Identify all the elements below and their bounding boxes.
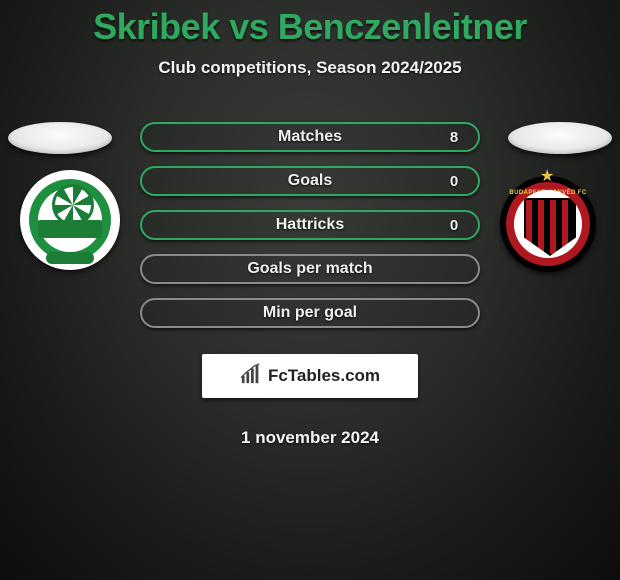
stat-label: Goals per match (190, 260, 430, 278)
brand-text: FcTables.com (268, 366, 380, 386)
subtitle: Club competitions, Season 2024/2025 (0, 58, 620, 78)
stat-label: Min per goal (190, 304, 430, 322)
date-text: 1 november 2024 (0, 428, 620, 448)
player-left-silhouette (8, 122, 112, 154)
comparison-card: Skribek vs Benczenleitner Club competiti… (0, 0, 620, 580)
club-crest-left: 2006 (20, 170, 120, 270)
stat-label: Hattricks (190, 216, 430, 234)
stat-right-value: 0 (430, 217, 478, 234)
club-crest-right: ★ BUDAPEST HONVÉD FC (500, 176, 600, 276)
page-title: Skribek vs Benczenleitner (0, 0, 620, 48)
stat-row: Matches 8 (140, 122, 480, 152)
stat-label: Goals (190, 172, 430, 190)
bar-chart-icon (240, 363, 262, 390)
stat-right-value: 0 (430, 173, 478, 190)
stat-right-value: 8 (430, 129, 478, 146)
stat-row: Min per goal (140, 298, 480, 328)
stat-label: Matches (190, 128, 430, 146)
stat-row: Goals 0 (140, 166, 480, 196)
fctables-link[interactable]: FcTables.com (202, 354, 418, 398)
stat-row: Goals per match (140, 254, 480, 284)
player-right-silhouette (508, 122, 612, 154)
stat-row: Hattricks 0 (140, 210, 480, 240)
stats-list: Matches 8 Goals 0 Hattricks 0 Goals per … (140, 122, 480, 342)
